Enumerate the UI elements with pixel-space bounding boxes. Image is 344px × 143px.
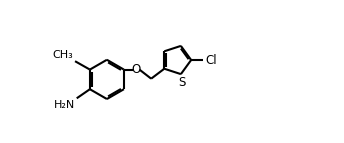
Text: O: O: [132, 63, 141, 76]
Text: Cl: Cl: [205, 53, 217, 66]
Text: S: S: [178, 76, 185, 89]
Text: H₂N: H₂N: [54, 100, 75, 110]
Text: CH₃: CH₃: [53, 50, 74, 60]
